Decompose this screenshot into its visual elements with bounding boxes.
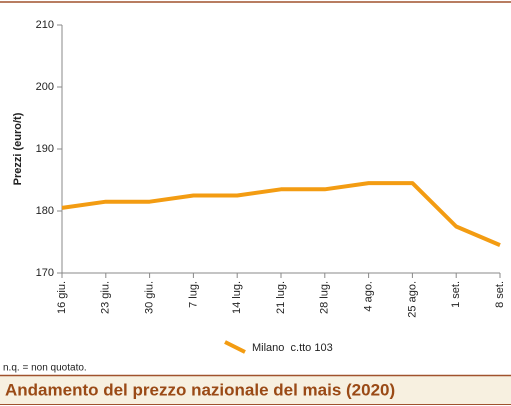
title-bar (0, 375, 511, 405)
y-tick-label: 210 (36, 19, 54, 31)
x-tick-label: 7 lug. (187, 281, 199, 308)
data-line (61, 181, 501, 247)
x-tick-label: 1 set. (450, 281, 462, 308)
x-tick-label: 21 lug. (275, 281, 287, 314)
x-tick-label: 4 ago. (363, 281, 375, 312)
x-tick-label: 25 ago. (406, 281, 418, 318)
y-tick-label: 190 (36, 143, 54, 155)
x-tick-label: 28 lug. (319, 281, 331, 314)
y-tick-label: 200 (36, 81, 54, 93)
note: n.q. = non quotato. (3, 363, 87, 374)
x-tick-label: 16 giu. (56, 281, 68, 314)
x-tick-label: 23 giu. (100, 281, 112, 314)
x-tick-label: 30 giu. (144, 281, 156, 314)
chart-title: Andamento del prezzo nazionale del mais … (5, 380, 395, 399)
x-tick-label: 8 set. (494, 281, 506, 308)
legend-label: Milano c.tto 103 (252, 342, 333, 354)
y-tick-label: 180 (36, 205, 54, 217)
y-axis-label: Prezzi (euro/t) (12, 112, 24, 185)
x-tick-label: 14 lug. (231, 281, 243, 314)
y-tick-label: 170 (36, 267, 54, 279)
legend-swatch (224, 340, 246, 354)
